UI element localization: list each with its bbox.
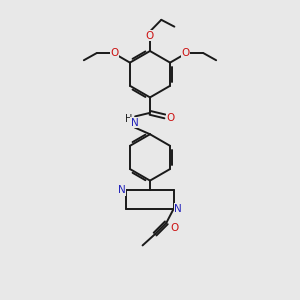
Text: N: N xyxy=(131,118,138,128)
Text: O: O xyxy=(170,223,179,233)
Text: O: O xyxy=(182,48,190,58)
Text: N: N xyxy=(174,204,182,214)
Text: N: N xyxy=(118,185,126,195)
Text: H: H xyxy=(125,114,132,124)
Text: O: O xyxy=(146,31,154,40)
Text: O: O xyxy=(167,113,175,123)
Text: O: O xyxy=(110,48,118,58)
